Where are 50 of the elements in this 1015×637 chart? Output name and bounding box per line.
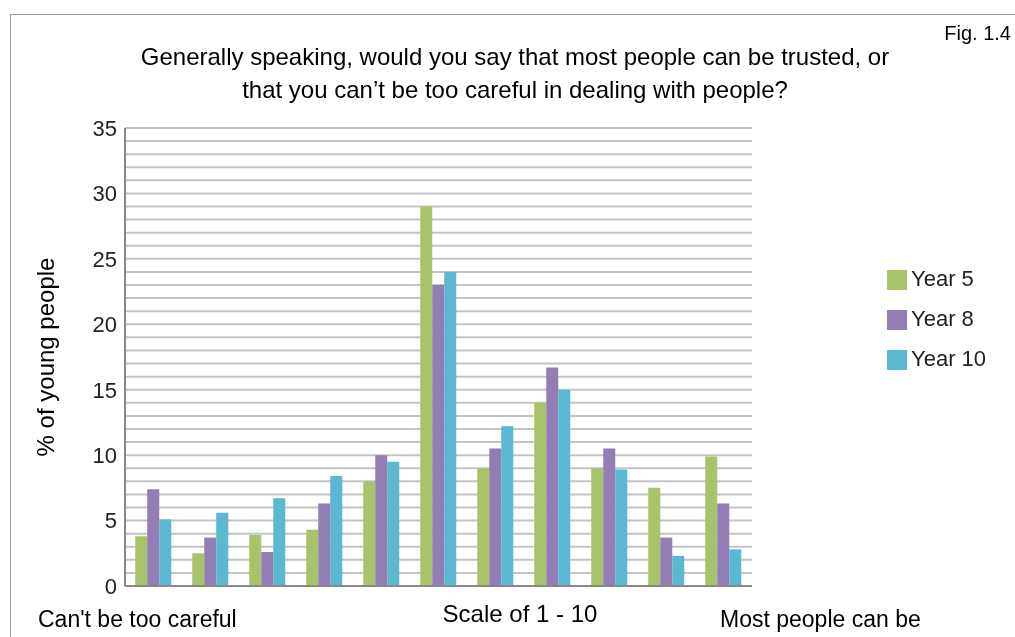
bar bbox=[147, 489, 160, 586]
bar bbox=[204, 537, 217, 586]
bar bbox=[534, 402, 547, 586]
bar bbox=[672, 555, 685, 586]
y-axis-title: % of young people bbox=[31, 257, 59, 457]
text: Most people can be bbox=[720, 606, 921, 633]
chart-title: Generally speaking, would you say that most people can be trusted, or that you can’t be too careful in dealing with people? bbox=[139, 42, 891, 105]
caption: Fig. 1.4 bbox=[944, 22, 1011, 45]
legend-label: Year 8 bbox=[911, 305, 974, 331]
bar bbox=[330, 476, 343, 586]
y-tick-label: 35 bbox=[92, 115, 117, 141]
bar bbox=[717, 503, 730, 586]
bar bbox=[546, 367, 559, 586]
bar bbox=[558, 389, 571, 586]
bar bbox=[375, 455, 388, 586]
bar bbox=[318, 503, 331, 586]
bar bbox=[489, 448, 502, 586]
bar bbox=[705, 456, 718, 586]
bar bbox=[615, 469, 628, 586]
y-tick-label: 5 bbox=[104, 508, 117, 534]
bar bbox=[477, 468, 490, 586]
bar bbox=[591, 468, 604, 586]
legend-label: Year 5 bbox=[911, 265, 974, 291]
y-tick-label: 20 bbox=[92, 312, 117, 338]
bar bbox=[261, 551, 274, 586]
y-tick-label: 25 bbox=[92, 246, 117, 272]
y-tick-label: 15 bbox=[92, 377, 117, 403]
legend-label: Year 10 bbox=[911, 345, 987, 371]
bar bbox=[432, 285, 445, 586]
bar bbox=[729, 549, 742, 586]
bar bbox=[135, 536, 148, 586]
bar bbox=[306, 529, 319, 586]
bar bbox=[387, 461, 400, 586]
bar bbox=[249, 534, 262, 586]
bar bbox=[648, 487, 661, 586]
bar bbox=[660, 537, 673, 586]
bar bbox=[501, 426, 514, 586]
bar bbox=[420, 206, 433, 586]
bar bbox=[273, 498, 286, 586]
text: Can't be too careful bbox=[38, 606, 237, 633]
bar bbox=[603, 448, 616, 586]
x-axis-title: Scale of 1 - 10 bbox=[441, 600, 599, 628]
y-tick-label: 30 bbox=[92, 181, 117, 207]
bar bbox=[444, 271, 457, 586]
bar bbox=[363, 481, 376, 586]
y-tick-label: 10 bbox=[92, 442, 117, 468]
bar bbox=[192, 553, 205, 586]
y-tick-label: 0 bbox=[104, 573, 117, 599]
bar bbox=[159, 519, 172, 586]
bar bbox=[216, 512, 229, 586]
